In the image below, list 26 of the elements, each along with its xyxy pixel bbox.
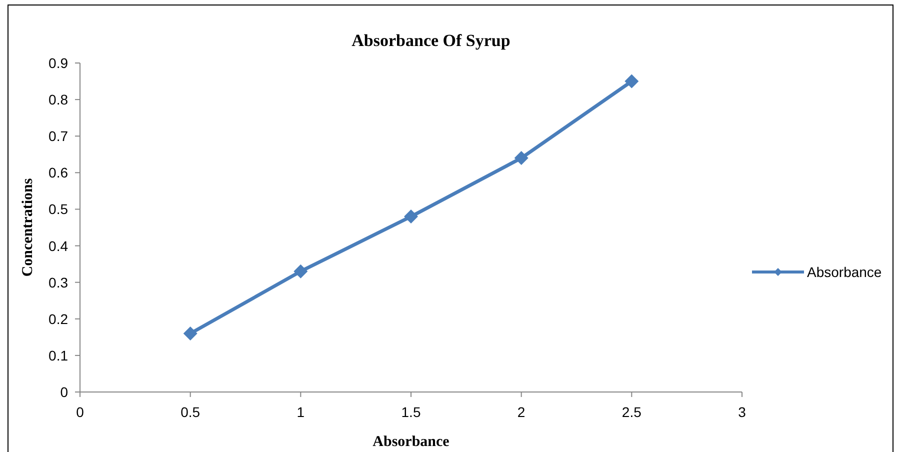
point: [294, 264, 308, 278]
y-tick-label: 0.1: [48, 347, 68, 364]
x-axis-title: Absorbance: [372, 434, 450, 450]
y-tick-label: 0: [60, 384, 68, 400]
point: [514, 151, 528, 166]
point: [183, 326, 198, 341]
y-tick-label: 0.9: [48, 55, 68, 71]
legend-label: Absorbance: [807, 264, 882, 280]
x-tick-label: 3: [738, 404, 746, 420]
y-tick-label: 0.4: [48, 238, 68, 254]
point: [624, 74, 639, 88]
y-tick-label: 0.2: [48, 310, 68, 327]
y-tick-label: 0.6: [48, 164, 68, 181]
y-tick-label: 0.3: [48, 274, 68, 290]
y-tick-label: 0.7: [48, 128, 68, 144]
y-axis-title: Concentrations: [20, 178, 36, 277]
x-tick-label: 0: [76, 404, 84, 420]
x-tick-label: 1.5: [401, 404, 421, 420]
x-tick-label: 1: [296, 404, 305, 420]
chart-title: Absorbance Of Syrup: [352, 31, 510, 50]
x-tick-label: 0.5: [180, 404, 200, 420]
x-tick-label: 2: [517, 404, 526, 420]
x-tick-label: 2.5: [622, 404, 642, 420]
y-tick-label: 0.5: [48, 201, 68, 218]
point: [404, 210, 418, 224]
y-tick-label: 0.8: [48, 92, 68, 108]
